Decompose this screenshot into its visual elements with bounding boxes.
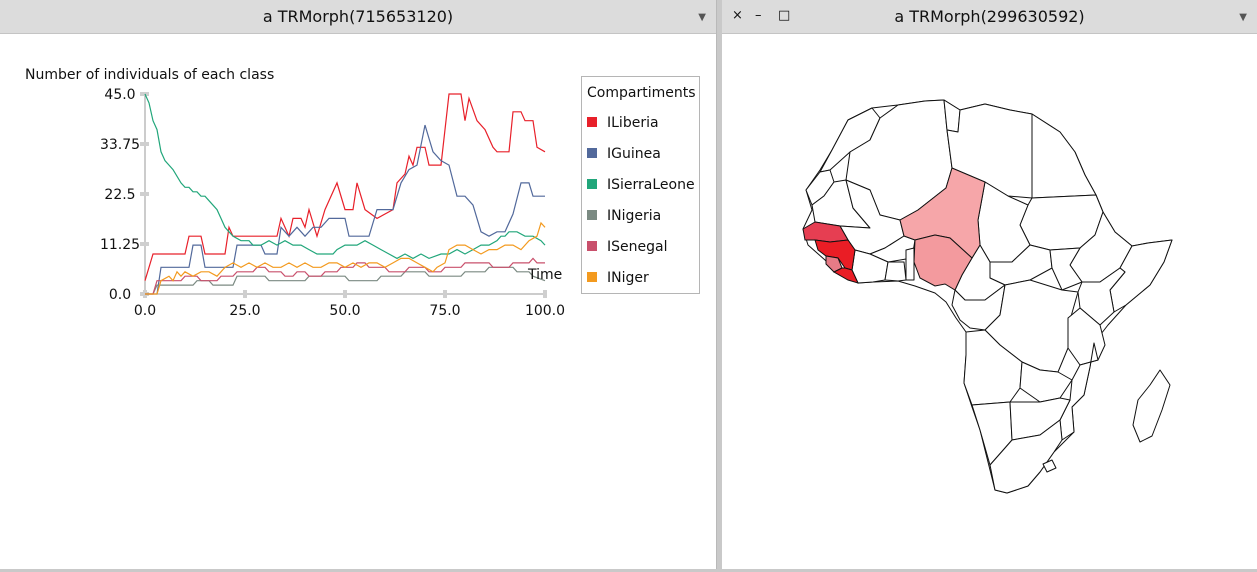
- series-line-iniger: [145, 221, 546, 295]
- legend-item: INigeria: [587, 208, 661, 228]
- x-tick-label: 75.0: [429, 303, 460, 319]
- y-tick-label: 22.5: [104, 187, 135, 203]
- country-egypt: [1031, 113, 1097, 199]
- series-lines: [144, 93, 546, 295]
- legend-item: ISenegal: [587, 239, 667, 259]
- chart-window-title: a TRMorph(715653120): [262, 7, 454, 26]
- line-chart: Number of individuals of each class 0.0 1…: [25, 67, 565, 319]
- legend-item: ILiberia: [587, 115, 659, 135]
- legend-swatch: [587, 271, 597, 282]
- legend-label: INigeria: [607, 208, 662, 224]
- y-ticks: 0.0 11.25 22.5 33.75 45.0: [100, 87, 149, 303]
- legend-item: INiger: [587, 270, 649, 290]
- chevron-down-icon[interactable]: ▼: [1239, 12, 1247, 23]
- series-line-isierraleone: [144, 93, 546, 260]
- chart-window-titlebar[interactable]: a TRMorph(715653120) ▼: [0, 0, 716, 34]
- legend-title: Compartiments: [587, 85, 696, 101]
- legend-item: IGuinea: [587, 146, 661, 166]
- x-tick-label: 25.0: [229, 303, 260, 319]
- series-line-isenegal: [145, 257, 545, 295]
- country-madagascar: [1132, 369, 1171, 443]
- maximize-icon[interactable]: □: [778, 8, 791, 23]
- country-nigeria: [913, 234, 973, 291]
- legend: Compartiments ILiberia IGuinea ISierraLeon…: [581, 76, 700, 294]
- country-zambia: [1019, 361, 1073, 403]
- y-tick-label: 33.75: [100, 137, 140, 153]
- chart-window[interactable]: a TRMorph(715653120) ▼ Number of individ…: [0, 0, 717, 569]
- minimize-icon[interactable]: –: [755, 8, 762, 23]
- y-tick-label: 11.25: [100, 237, 140, 253]
- country-tunisia: [943, 99, 961, 133]
- chevron-down-icon[interactable]: ▼: [698, 12, 706, 23]
- legend-label: ISierraLeone: [607, 177, 695, 193]
- y-tick-label: 0.0: [109, 287, 131, 303]
- series-line-iliberia: [144, 93, 546, 281]
- y-tick-label: 45.0: [104, 87, 135, 103]
- country-kenya: [1077, 267, 1126, 326]
- country-angola: [963, 329, 1023, 406]
- country-lesotho: [1042, 459, 1057, 473]
- legend-label: ISenegal: [607, 239, 668, 255]
- x-axis-label: Time: [527, 267, 562, 283]
- africa-map: [802, 99, 1173, 494]
- country-south-sudan: [1049, 247, 1083, 291]
- legend-swatch: [587, 147, 597, 158]
- legend-swatch: [587, 178, 597, 189]
- legend-label: IGuinea: [607, 146, 661, 162]
- x-tick-label: 100.0: [525, 303, 565, 319]
- legend-item: ISierraLeone: [587, 177, 695, 197]
- legend-label: INiger: [607, 270, 649, 286]
- country-ghana: [884, 261, 907, 282]
- legend-swatch: [587, 240, 597, 251]
- country-mozambique: [1059, 342, 1099, 441]
- close-icon[interactable]: ×: [732, 8, 743, 23]
- country-liberia: [832, 267, 859, 284]
- map-window-title: a TRMorph(299630592): [894, 7, 1085, 26]
- series-line-iguinea: [145, 124, 545, 295]
- legend-swatch: [587, 209, 597, 220]
- map-window-titlebar[interactable]: × – □ a TRMorph(299630592) ▼: [722, 0, 1257, 34]
- country-benin: [905, 247, 915, 281]
- map-window[interactable]: × – □ a TRMorph(299630592) ▼: [722, 0, 1257, 569]
- x-tick-label: 0.0: [134, 303, 156, 319]
- legend-label: ILiberia: [607, 115, 659, 131]
- x-tick-label: 50.0: [329, 303, 360, 319]
- legend-swatch: [587, 116, 597, 127]
- chart-title: Number of individuals of each class: [25, 67, 274, 83]
